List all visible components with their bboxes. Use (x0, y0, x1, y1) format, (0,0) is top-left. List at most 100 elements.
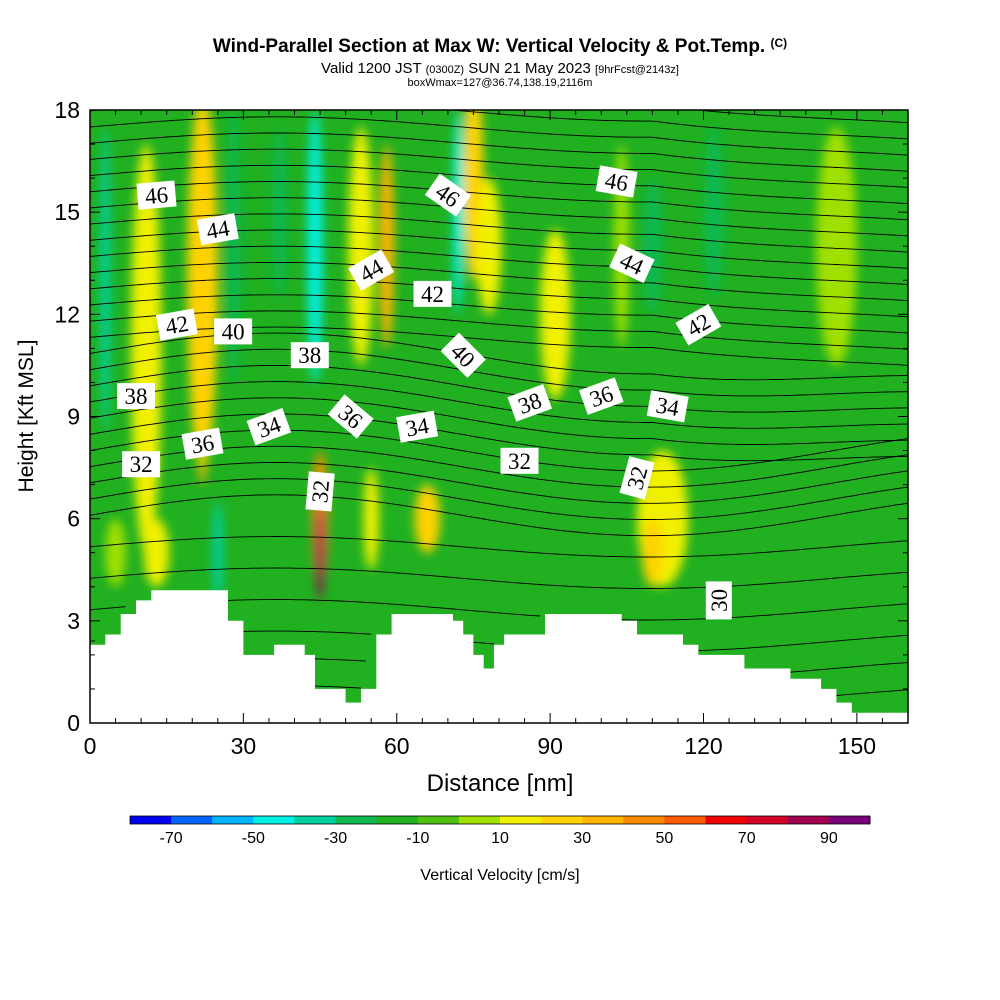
contour-label-bg (619, 456, 655, 500)
velocity-cell (307, 110, 323, 383)
contour-label-bg (136, 180, 177, 210)
velocity-cell (225, 110, 241, 383)
contour-label: 32 (122, 451, 161, 478)
contour-label-bg (290, 342, 329, 369)
x-tick-label: 30 (231, 733, 257, 759)
isentrope (90, 164, 908, 205)
isentrope (90, 278, 908, 318)
chart-title: Wind-Parallel Section at Max W: Vertical… (0, 36, 1000, 58)
contour-label-bg (122, 451, 161, 478)
isentrope (90, 494, 908, 537)
colorbar-tick-label: -30 (324, 830, 347, 847)
isentrope (90, 599, 908, 621)
colorbar-tick-label: 10 (491, 830, 509, 847)
velocity-cell (841, 518, 873, 655)
colorbar-tick-label: 90 (820, 830, 838, 847)
colorbar-swatch (623, 816, 665, 824)
contour-label-bg (424, 173, 471, 217)
isentrope (90, 294, 908, 334)
contour-label-text: 32 (307, 479, 334, 504)
isentrope (692, 110, 908, 124)
isentrope (309, 658, 908, 674)
contour-label-bg (440, 332, 486, 378)
velocity-cell (130, 144, 162, 553)
x-tick-label: 60 (384, 733, 410, 759)
terrain (90, 590, 908, 723)
y-tick-label: 12 (54, 301, 80, 327)
isentrope (90, 132, 908, 172)
velocity-cell (475, 178, 502, 315)
colorbar-swatch (746, 816, 789, 824)
velocity-cell (143, 518, 170, 587)
isentrope (90, 310, 908, 350)
colorbar-label: Vertical Velocity [cm/s] (420, 867, 579, 884)
velocity-cell (100, 127, 111, 434)
contour-label: 32 (619, 456, 655, 500)
contour-label-bg (117, 383, 155, 410)
contour-label: 32 (305, 471, 335, 512)
contour-label-bg (500, 447, 539, 474)
isentrope (90, 630, 908, 652)
velocity-features (100, 110, 873, 655)
contour-label-text: 32 (130, 452, 153, 477)
isentrope (90, 397, 908, 445)
isentrope (90, 68, 908, 106)
colorbar-tick-label: -10 (406, 830, 429, 847)
y-tick-label: 6 (67, 506, 80, 532)
contour-label-bg (155, 308, 198, 341)
colorbar: -70 -50 -30 -10 10 30 50 70 90 (129, 815, 871, 847)
chart-subtitle: Valid 1200 JST (0300Z) SUN 21 May 2023 [… (0, 60, 1000, 77)
contour-label-text: 42 (163, 311, 190, 340)
x-tick-label: 120 (684, 733, 722, 759)
chart-boxwmax: boxWmax=127@36.74,138.19,2116m (407, 77, 593, 89)
colorbar-swatch (541, 816, 583, 824)
isentrope (90, 261, 908, 302)
velocity-cell (212, 501, 223, 604)
contour-label-text: 34 (404, 413, 431, 442)
subtitle-utc: (0300Z) (425, 64, 465, 76)
colorbar-swatch (376, 816, 419, 824)
contour-label: 36 (578, 377, 624, 415)
copyright-mark: (C) (770, 36, 788, 50)
contour-label-bg (305, 471, 335, 512)
x-tick-label: 0 (84, 733, 97, 759)
subtitle-forecast: [9hrFcst@2143z] (595, 64, 679, 76)
velocity-cell (348, 127, 374, 366)
colorbar-tick-label: 50 (656, 830, 674, 847)
contour-label-text: 38 (298, 343, 321, 368)
contour-label: 42 (155, 308, 198, 341)
contour-label-text: 40 (222, 319, 245, 344)
colorbar-swatch (664, 816, 707, 824)
isentrope (90, 381, 908, 429)
isentrope (90, 36, 908, 74)
velocity-cell (815, 127, 857, 366)
colorbar-swatch (253, 816, 295, 824)
y-tick-label: 18 (54, 97, 80, 123)
contour-label: 34 (646, 390, 689, 423)
velocity-cell (414, 484, 441, 553)
velocity-cell (271, 127, 287, 298)
contour-label-bg (327, 394, 374, 439)
contour-label-bg (348, 249, 395, 291)
contour-label-bg (646, 390, 689, 423)
colorbar-swatch (458, 816, 501, 824)
title-main: Wind-Parallel Section at Max W: Vertical… (212, 36, 766, 57)
contour-label-text: 32 (508, 449, 531, 474)
contour-label-bg (214, 318, 253, 345)
colorbar-swatch (294, 816, 337, 824)
velocity-cell (105, 518, 126, 587)
contour-label: 34 (246, 407, 292, 446)
velocity-cell (378, 144, 395, 349)
colorbar-tick-label: 70 (738, 830, 756, 847)
contour-label-bg (246, 407, 292, 446)
colorbar-swatch (787, 816, 830, 824)
contour-label-bg (675, 303, 722, 346)
velocity-cell (703, 127, 724, 298)
contour-label: 44 (609, 243, 655, 284)
contour-label-bg (705, 581, 732, 620)
y-axis-label: Height [Kft MSL] (15, 340, 38, 493)
subtitle-valid: Valid 1200 JST (321, 60, 422, 77)
